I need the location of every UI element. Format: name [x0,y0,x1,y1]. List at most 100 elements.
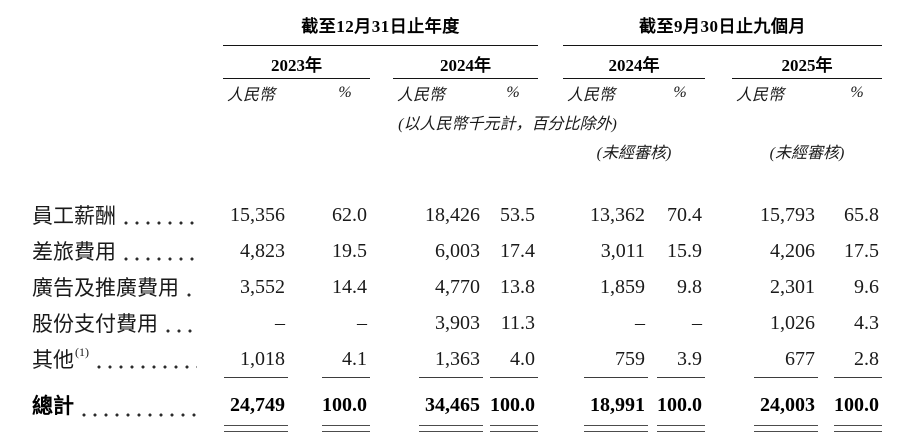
total-value-cell: 100.0 [490,393,535,416]
value-cell: 4,823 [240,239,285,262]
dot-leader [82,413,197,417]
double-rule [490,425,538,432]
period-group-header-row: 截至12月31日止年度 截至9月30日止九個月 [0,0,909,46]
single-rule [584,377,648,378]
double-rule [657,425,705,432]
total-value-cell: 100.0 [322,393,367,416]
value-cell: 17.4 [500,239,535,262]
value-cell: 11.3 [500,311,535,334]
value-cell: 17.5 [844,239,879,262]
year-2024-nine-months: 2024年 [563,46,705,79]
value-cell: 15.9 [667,239,702,262]
value-cell: 1,363 [435,347,480,370]
single-rule [490,377,538,378]
double-rule [584,425,648,432]
total-value-cell: 100.0 [657,393,702,416]
dot-leader [97,365,197,369]
year-2025: 2025年 [732,46,882,79]
value-cell: 2,301 [770,275,815,298]
value-cell: 13,362 [590,203,645,226]
value-cell: 13.8 [500,275,535,298]
total-label: 總計 [0,385,223,425]
row-label: 廣告及推廣費用 [0,269,223,305]
double-rule [419,425,483,432]
value-cell: 677 [785,347,815,370]
units-note: (以人民幣千元計，百分比除外) [398,116,617,133]
column-header-row: 人民幣 % 人民幣 % 人民幣 % 人民幣 % [0,79,909,107]
double-rule [322,425,370,432]
value-cell: 15,793 [760,203,815,226]
rmb-column-header: 人民幣 [227,87,276,104]
table-row-advertising-promotion: 廣告及推廣費用 3,552 14.4 4,770 13.8 1,859 9.8 … [0,269,909,305]
value-cell: 65.8 [844,203,879,226]
single-rule [834,377,882,378]
value-cell: 4.1 [342,347,367,370]
total-value-cell: 34,465 [425,393,480,416]
dot-leader [124,221,197,225]
spacer [0,165,909,197]
table-row-share-based-payment: 股份支付費用 – – 3,903 11.3 – – 1,026 4.3 [0,305,909,341]
rmb-column-header: 人民幣 [736,87,785,104]
total-double-rule-row [0,425,909,439]
value-cell: 3,903 [435,311,480,334]
value-cell: 3,552 [240,275,285,298]
rmb-column-header: 人民幣 [397,87,446,104]
value-cell: – [357,311,367,334]
total-value-cell: 18,991 [590,393,645,416]
total-value-cell: 100.0 [834,393,879,416]
year-header-row: 2023年 2024年 2024年 2025年 [0,46,909,79]
value-cell: 70.4 [667,203,702,226]
dot-leader [187,293,197,297]
subtotal-rule-row [0,377,909,385]
double-rule [754,425,818,432]
single-rule [322,377,370,378]
value-cell: 4,206 [770,239,815,262]
row-label: 股份支付費用 [0,305,223,341]
value-cell: – [635,311,645,334]
single-rule [419,377,483,378]
value-cell: 4.0 [510,347,535,370]
value-cell: – [692,311,702,334]
total-value-cell: 24,003 [760,393,815,416]
value-cell: 759 [615,347,645,370]
double-rule [834,425,882,432]
value-cell: 6,003 [435,239,480,262]
table-row-employee-compensation: 員工薪酬 15,356 62.0 18,426 53.5 13,362 70.4… [0,197,909,233]
percent-column-header: % [673,84,687,101]
single-rule [224,377,288,378]
rmb-column-header: 人民幣 [567,87,616,104]
value-cell: – [275,311,285,334]
single-rule [754,377,818,378]
value-cell: 4.3 [854,311,879,334]
single-rule [657,377,705,378]
percent-column-header: % [338,84,352,101]
value-cell: 19.5 [332,239,367,262]
year-2024: 2024年 [393,46,538,79]
value-cell: 1,859 [600,275,645,298]
value-cell: 9.6 [854,275,879,298]
row-label: 差旅費用 [0,233,223,269]
table-row-others: 其他 (1) 1,018 4.1 1,363 4.0 759 3.9 677 2.… [0,341,909,377]
value-cell: 15,356 [230,203,285,226]
value-cell: 53.5 [500,203,535,226]
dot-leader [166,329,197,333]
row-label: 員工薪酬 [0,197,223,233]
value-cell: 14.4 [332,275,367,298]
value-cell: 2.8 [854,347,879,370]
dot-leader [124,257,197,261]
unaudited-note-row: (未經審核) (未經審核) [0,137,909,165]
footnote-marker: (1) [75,344,89,359]
value-cell: 1,026 [770,311,815,334]
value-cell: 3,011 [600,239,645,262]
value-cell: 62.0 [332,203,367,226]
period-group-nine-months: 截至9月30日止九個月 [563,0,882,46]
value-cell: 18,426 [425,203,480,226]
period-group-year-ended: 截至12月31日止年度 [223,0,538,46]
table-row-travel-expenses: 差旅費用 4,823 19.5 6,003 17.4 3,011 15.9 4,… [0,233,909,269]
year-2023: 2023年 [223,46,370,79]
double-rule [224,425,288,432]
percent-column-header: % [850,84,864,101]
unaudited-note: (未經審核) [596,145,672,162]
units-note-row: (以人民幣千元計，百分比除外) [0,107,909,137]
